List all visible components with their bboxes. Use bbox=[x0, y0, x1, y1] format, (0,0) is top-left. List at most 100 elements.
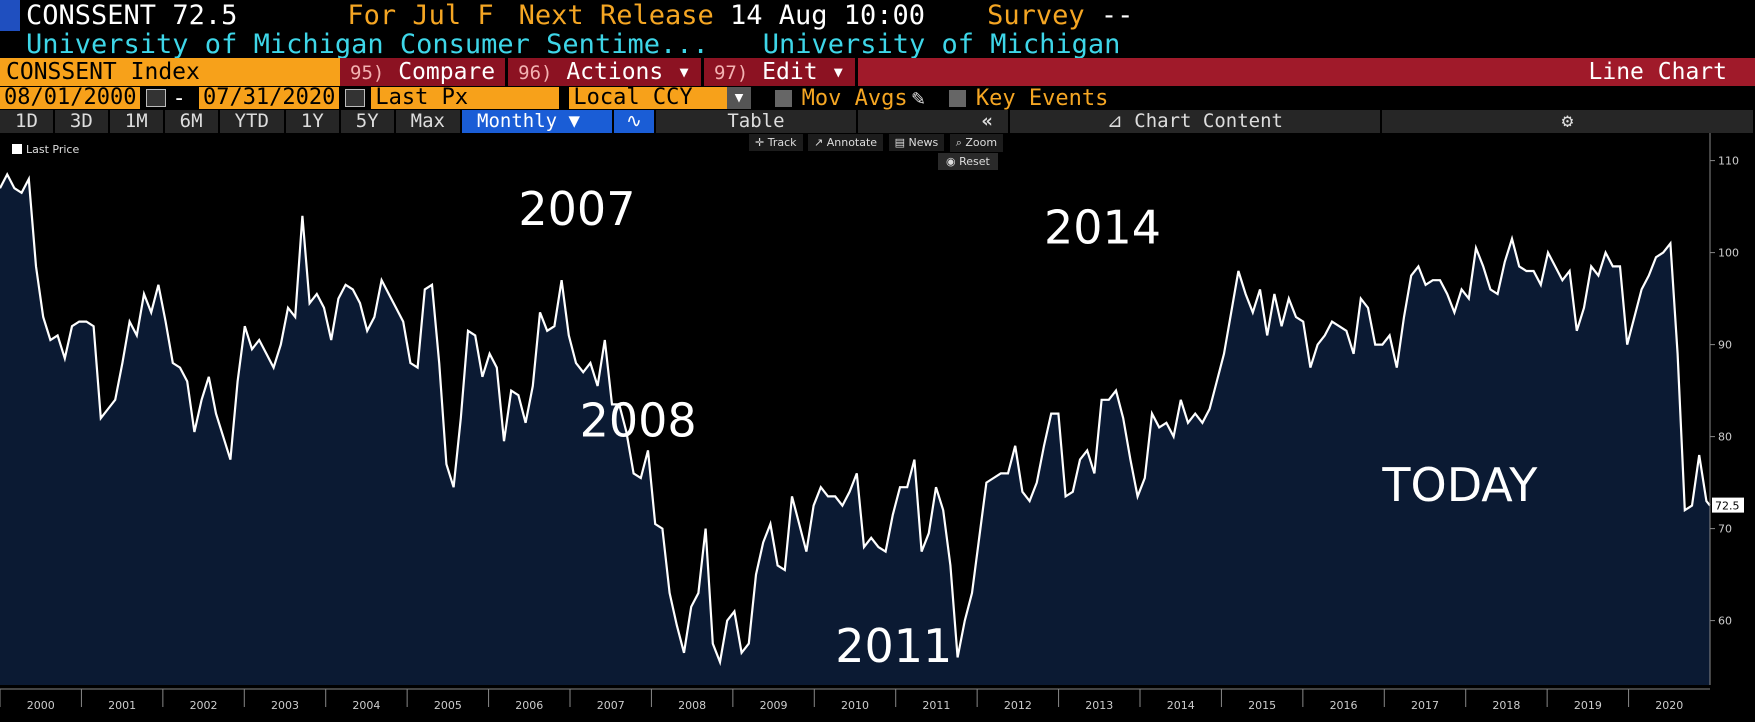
chevron-down-icon: ▾ bbox=[831, 59, 846, 85]
x-axis-band bbox=[0, 689, 1710, 722]
chart-content-button[interactable]: ⊿ Chart Content bbox=[1009, 110, 1382, 133]
currency-select[interactable]: Local CCY bbox=[569, 87, 728, 109]
news-label: News bbox=[908, 136, 939, 149]
mov-avgs-checkbox[interactable] bbox=[774, 89, 792, 107]
edit-button[interactable]: 97) Edit ▾ bbox=[703, 58, 859, 86]
gear-icon[interactable]: ⚙ bbox=[1381, 110, 1755, 133]
survey-label: Survey bbox=[987, 0, 1085, 31]
legend-label: Last Price bbox=[26, 143, 80, 156]
last-value-badge bbox=[1712, 497, 1744, 513]
frequency-select[interactable]: Monthly ▼ bbox=[462, 110, 614, 133]
period-tab[interactable]: 6M bbox=[164, 110, 220, 133]
start-date-field[interactable]: 08/01/2000 bbox=[0, 87, 141, 109]
pencil-icon[interactable]: ✎ bbox=[911, 85, 925, 111]
last-value: 72.5 bbox=[172, 0, 238, 31]
x-tick-label: 2009 bbox=[760, 699, 788, 712]
next-release-value: 14 Aug 10:00 bbox=[730, 0, 926, 31]
price-chart[interactable]: 60 70 80 90 100 110 72.5 2000 2001 2002 2003 2004 20… bbox=[0, 133, 1755, 722]
reset-icon: ◉ bbox=[946, 155, 956, 168]
x-tick-label: 2012 bbox=[1004, 699, 1032, 712]
range-bar: 08/01/2000 - 07/31/2020 Last Px Local CC… bbox=[0, 85, 1755, 111]
annotate-tool[interactable]: ↗ Annotate bbox=[808, 134, 884, 151]
security-description: University of Michigan Consumer Sentime.… bbox=[0, 29, 1755, 60]
compare-num: 95) bbox=[350, 62, 385, 84]
table-button[interactable]: Table bbox=[655, 110, 858, 133]
x-tick-label: 2002 bbox=[190, 699, 218, 712]
x-tick-label: 2001 bbox=[108, 699, 136, 712]
period-tab[interactable]: 1M bbox=[109, 110, 165, 133]
x-tick-label: 2003 bbox=[271, 699, 299, 712]
line-chart-icon[interactable]: ∿ bbox=[614, 110, 656, 133]
x-tick-label: 2020 bbox=[1655, 699, 1683, 712]
chevron-down-icon: ▾ bbox=[677, 59, 691, 85]
calendar-icon[interactable] bbox=[146, 89, 167, 107]
x-tick-label: 2007 bbox=[597, 699, 625, 712]
chart-type-label[interactable]: Line Chart bbox=[1588, 59, 1727, 85]
x-tick-label: 2015 bbox=[1248, 699, 1276, 712]
x-tick-label: 2004 bbox=[352, 699, 380, 712]
legend-swatch bbox=[12, 144, 22, 154]
period-tab[interactable]: 3D bbox=[54, 110, 110, 133]
y-tick-label: 100 bbox=[1718, 247, 1739, 260]
key-events-checkbox[interactable] bbox=[948, 89, 966, 107]
actions-button[interactable]: 96) Actions ▾ bbox=[508, 58, 704, 86]
x-tick-label: 2006 bbox=[515, 699, 543, 712]
x-tick-label: 2005 bbox=[434, 699, 462, 712]
news-tool[interactable]: ▤ News bbox=[888, 134, 945, 151]
period-tab[interactable]: 1Y bbox=[285, 110, 341, 133]
reset-label: Reset bbox=[959, 155, 990, 168]
range-separator: - bbox=[172, 85, 186, 111]
command-toolbar: CONSSENT Index 95) Compare 96) Actions ▾… bbox=[0, 58, 1755, 86]
x-tick-label: 2008 bbox=[678, 699, 706, 712]
period-tab[interactable]: Max bbox=[395, 110, 462, 133]
end-date-field[interactable]: 07/31/2020 bbox=[198, 87, 340, 109]
chart-annotation: 2008 bbox=[580, 394, 697, 448]
series-line bbox=[0, 172, 1711, 667]
y-tick-label: 110 bbox=[1718, 155, 1739, 168]
x-tick-label: 2014 bbox=[1167, 699, 1195, 712]
index-field[interactable]: CONSSENT Index bbox=[0, 58, 340, 86]
x-tick-label: 2018 bbox=[1492, 699, 1520, 712]
chart-annotation: TODAY bbox=[1381, 458, 1538, 512]
chart-tools: ✛ Track ↗ Annotate ▤ News ⌕ Zoom bbox=[749, 134, 1005, 152]
y-tick-label: 80 bbox=[1718, 431, 1732, 444]
x-tick-label: 2000 bbox=[27, 699, 55, 712]
x-tick-label: 2011 bbox=[922, 699, 950, 712]
collapse-icon[interactable]: « bbox=[857, 110, 1010, 133]
actions-label: Actions bbox=[566, 59, 664, 85]
mov-avgs-label: Mov Avgs bbox=[801, 85, 908, 111]
chart-icon: ⊿ bbox=[1106, 110, 1123, 132]
y-tick-label: 60 bbox=[1718, 615, 1732, 628]
track-label: Track bbox=[767, 136, 797, 149]
y-tick-label: 70 bbox=[1718, 523, 1732, 536]
x-tick-label: 2017 bbox=[1411, 699, 1439, 712]
compare-button[interactable]: 95) Compare bbox=[340, 58, 509, 86]
period-tab[interactable]: 1D bbox=[0, 110, 55, 133]
menu-block[interactable] bbox=[0, 0, 20, 31]
actions-num: 96) bbox=[518, 62, 553, 84]
calendar-icon[interactable] bbox=[345, 89, 366, 107]
edit-label: Edit bbox=[762, 59, 818, 85]
key-events-label: Key Events bbox=[975, 85, 1109, 111]
security-header: CONSSENT 72.5 For Jul F Next Release 14 … bbox=[0, 0, 1755, 31]
track-tool[interactable]: ✛ Track bbox=[749, 134, 803, 151]
ticker-symbol: CONSSENT bbox=[26, 0, 157, 31]
for-label: For Jul F bbox=[347, 0, 494, 31]
description-text: University of Michigan Consumer Sentime.… bbox=[26, 29, 709, 60]
chart-annotation: 2007 bbox=[518, 182, 635, 236]
frequency-label: Monthly bbox=[477, 110, 558, 132]
edit-num: 97) bbox=[713, 62, 749, 84]
period-tab[interactable]: YTD bbox=[219, 110, 286, 133]
x-tick-label: 2010 bbox=[841, 699, 869, 712]
chart-legend: Last Price bbox=[12, 143, 79, 156]
reset-button[interactable]: ◉ Reset bbox=[938, 153, 998, 170]
last-value-label: 72.5 bbox=[1715, 500, 1740, 513]
chevron-down-icon[interactable]: ▾ bbox=[727, 87, 751, 109]
triangle-down-icon: ▼ bbox=[568, 110, 580, 132]
zoom-tool[interactable]: ⌕ Zoom bbox=[949, 134, 1004, 152]
chart-annotation: 2011 bbox=[835, 619, 952, 673]
period-bar: 1D 3D 1M 6M YTD 1Y 5Y Max Monthly ▼ ∿ Ta… bbox=[0, 110, 1755, 133]
field-select[interactable]: Last Px bbox=[371, 87, 560, 109]
y-tick-label: 90 bbox=[1718, 339, 1732, 352]
period-tab[interactable]: 5Y bbox=[340, 110, 396, 133]
